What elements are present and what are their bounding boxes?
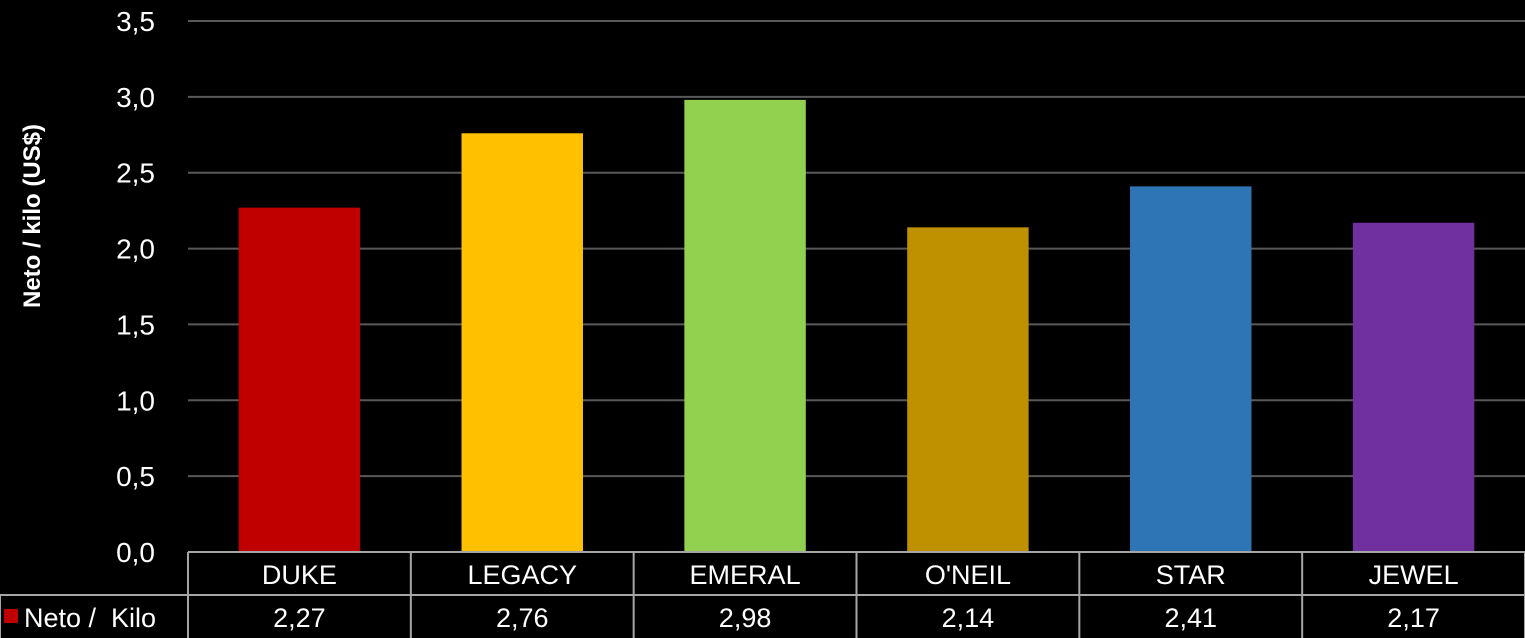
- category-label: JEWEL: [1369, 560, 1459, 590]
- y-tick-label: 2,5: [116, 158, 155, 189]
- y-tick-label: 0,5: [116, 461, 155, 492]
- y-tick-label: 0,0: [116, 537, 155, 568]
- category-label: O'NEIL: [925, 560, 1011, 590]
- gridlines: [188, 20, 1525, 478]
- y-tick-label: 3,5: [116, 6, 155, 37]
- bar-jewel: [1352, 222, 1475, 552]
- y-tick-label: 1,0: [116, 385, 155, 416]
- value-label: 2,76: [496, 603, 549, 633]
- legend-label: Neto / Kilo: [24, 603, 156, 633]
- bar-duke: [238, 207, 361, 552]
- category-label: LEGACY: [467, 560, 577, 590]
- y-tick-label: 2,0: [116, 234, 155, 265]
- value-label: 2,17: [1387, 603, 1440, 633]
- value-label: 2,98: [719, 603, 772, 633]
- legend-swatch: [4, 609, 18, 623]
- bar-star: [1130, 186, 1252, 552]
- bar-emeral: [684, 99, 806, 553]
- data-table: DUKE 2,27 LEGACY 2,76 EMERAL 2,98 O'NEIL 2,14 ST…: [0, 551, 1525, 638]
- y-axis-label: Neto / kilo (US$): [19, 124, 46, 308]
- bars: [238, 99, 1475, 553]
- category-label: DUKE: [262, 560, 337, 590]
- value-label: 2,14: [942, 603, 995, 633]
- value-label: 2,41: [1164, 603, 1217, 633]
- bar-legacy: [461, 133, 583, 553]
- y-tick-label: 3,0: [116, 82, 155, 113]
- value-label: 2,27: [273, 603, 326, 633]
- category-label: STAR: [1156, 560, 1226, 590]
- y-tick-label: 1,5: [116, 309, 155, 340]
- y-axis-ticks: 0,0 0,5 1,0 1,5 2,0 2,5 3,0 3,5: [116, 6, 155, 568]
- bar-oneil: [907, 227, 1029, 552]
- category-label: EMERAL: [690, 560, 801, 590]
